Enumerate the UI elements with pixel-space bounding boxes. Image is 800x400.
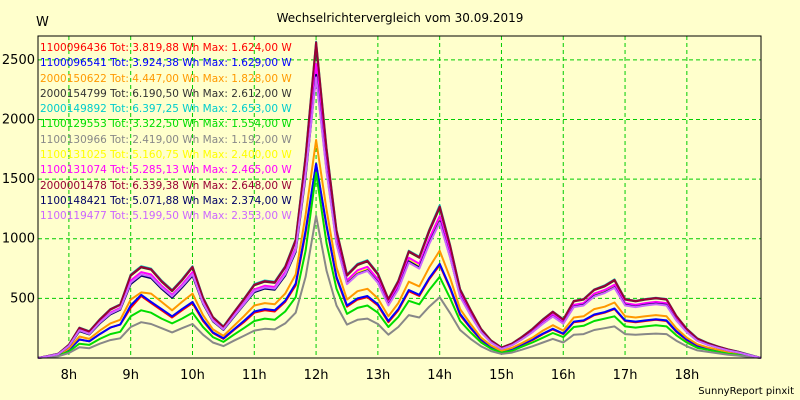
legend-item: 1100096436 Tot: 3.819,88 Wh Max: 1.624,0… xyxy=(40,42,292,54)
y-axis-unit-label: W xyxy=(36,15,49,30)
y-tick-label: 2000 xyxy=(2,112,35,127)
legend-item: 2000149892 Tot: 6.397,25 Wh Max: 2.653,0… xyxy=(40,103,292,116)
x-tick-label: 12h xyxy=(304,368,329,383)
y-tick-label: 2500 xyxy=(2,53,35,68)
x-tick-label: 10h xyxy=(180,368,205,383)
series-line xyxy=(37,214,762,359)
legend-item: 1100129553 Tot: 3.322,50 Wh Max: 1.554,0… xyxy=(40,118,292,131)
x-tick-label: 11h xyxy=(242,368,267,383)
axes xyxy=(37,35,762,359)
legend-item: 2000150622 Tot: 4.447,00 Wh Max: 1.828,0… xyxy=(40,72,292,85)
report-footer-label: SunnyReport pinxit xyxy=(698,386,794,397)
legend-item: 1100096541 Tot: 3.924,38 Wh Max: 1.629,0… xyxy=(40,57,292,70)
plot-frame xyxy=(37,35,762,359)
x-tick-label: 13h xyxy=(365,368,390,383)
legend-item: 1100131074 Tot: 5.285,13 Wh Max: 2.465,0… xyxy=(40,164,292,177)
tick-labels: 500 1000 1500 2000 2500 8h 9h 10h 11h 12h 13h 14h 15… xyxy=(2,53,699,383)
y-tick-label: 500 xyxy=(10,291,35,306)
x-tick-label: 18h xyxy=(674,368,699,383)
legend-item: 1100148421 Tot: 5.071,88 Wh Max: 2.374,0… xyxy=(40,194,292,207)
legend-item: 2000001478 Tot: 6.339,38 Wh Max: 2.648,0… xyxy=(40,179,292,192)
grid-lines xyxy=(38,36,761,358)
x-tick-label: 8h xyxy=(61,368,78,383)
x-tick-label: 14h xyxy=(427,368,452,383)
chart-title: Wechselrichtervergleich vom 30.09.2019 xyxy=(276,11,524,25)
series-lines xyxy=(37,40,762,359)
legend: 1100096436 Tot: 3.819,88 Wh Max: 1.624,0… xyxy=(40,41,292,225)
legend-item: 1100119477 Tot: 5.199,50 Wh Max: 2.353,0… xyxy=(40,210,292,223)
series-line xyxy=(37,162,762,359)
series-line xyxy=(37,139,762,359)
series-line xyxy=(37,41,762,359)
series-line xyxy=(37,76,762,359)
legend-item: 2000154799 Tot: 6.190,50 Wh Max: 2.612,0… xyxy=(40,87,292,100)
x-tick-label: 17h xyxy=(613,368,638,383)
y-tick-label: 1000 xyxy=(2,232,35,247)
y-tick-label: 1500 xyxy=(2,172,35,187)
legend-item: 1100131025 Tot: 5.160,75 Wh Max: 2.400,0… xyxy=(40,149,292,162)
series-line xyxy=(37,63,762,359)
x-tick-label: 9h xyxy=(122,368,139,383)
series-line xyxy=(37,171,762,359)
legend-item: 1100130966 Tot: 2.419,00 Wh Max: 1.192,0… xyxy=(40,133,292,146)
x-tick-label: 16h xyxy=(551,368,576,383)
x-tick-label: 15h xyxy=(489,368,514,383)
